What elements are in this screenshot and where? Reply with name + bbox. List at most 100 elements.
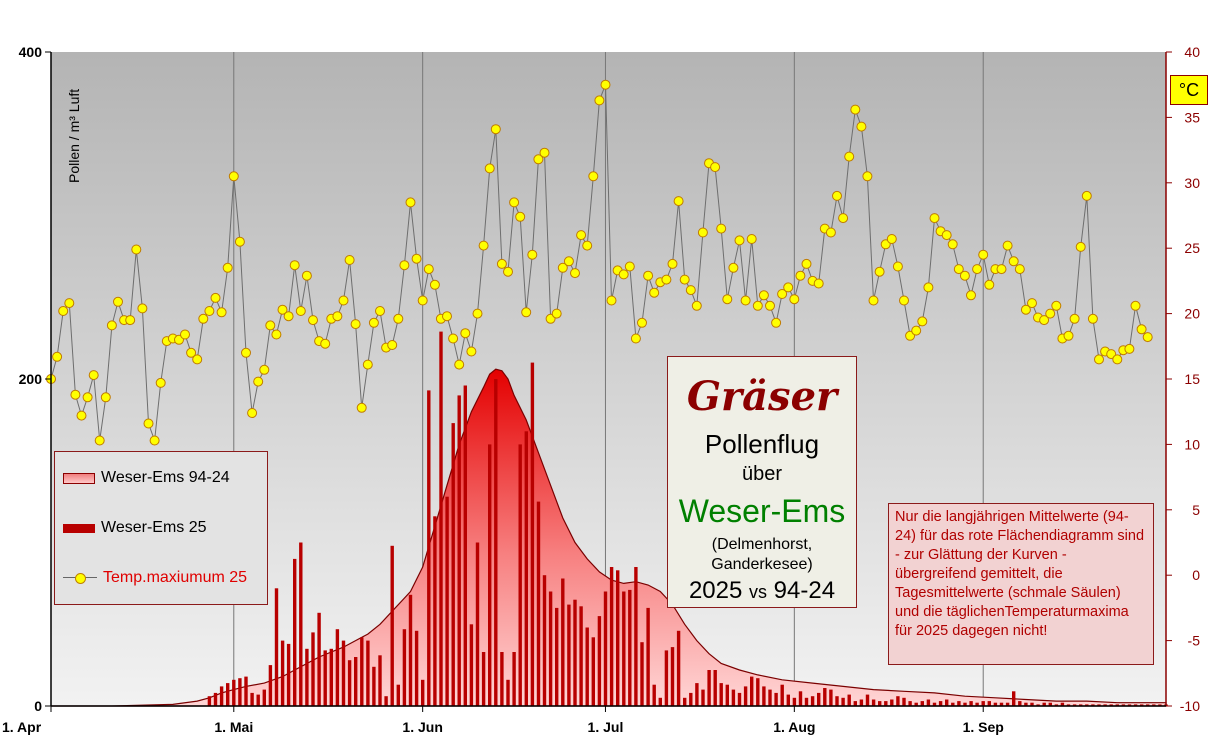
pollen-bar-7	[250, 692, 254, 706]
pollen-bar-114	[902, 697, 906, 706]
temp-point-109	[710, 162, 721, 173]
temp-point-104	[679, 274, 690, 285]
temp-point-70	[472, 308, 483, 319]
legend-item-area: Weser-Ems 94-24	[63, 468, 230, 488]
pollen-bar-101	[823, 688, 827, 706]
pollen-bar-132	[1012, 691, 1016, 706]
temp-point-76	[509, 197, 520, 208]
temp-point-165	[1051, 300, 1062, 311]
pollen-bar-75	[664, 650, 669, 706]
temp-point-159	[1014, 264, 1025, 275]
x-tick-label-5: 1. Sep	[963, 719, 1004, 735]
temp-point-105	[685, 285, 696, 296]
temp-point-27	[210, 292, 221, 303]
temp-point-175	[1112, 354, 1123, 365]
pollen-bar-59	[567, 604, 571, 706]
pollen-bar-10	[268, 665, 273, 706]
legend-swatch-temp	[63, 571, 97, 585]
legend-swatch-bars	[63, 523, 95, 533]
comparison-year: 2025	[688, 577, 743, 604]
pollen-bar-76	[670, 647, 675, 706]
pollen-bar-31	[396, 684, 400, 706]
pollen-bar-66	[609, 567, 614, 706]
pollen-bar-70	[634, 567, 638, 706]
pollen-bar-121	[945, 699, 949, 706]
pollen-bar-91	[762, 686, 766, 706]
temp-point-172	[1094, 354, 1104, 365]
temp-point-97	[637, 317, 647, 328]
temp-point-119	[771, 317, 782, 328]
pollen-bar-129	[993, 702, 998, 706]
pollen-bar-128	[987, 701, 991, 706]
pollen-bar-1	[213, 692, 218, 706]
pollen-bar-56	[548, 591, 553, 706]
temp-point-65	[442, 311, 452, 322]
y-axis-label: Pollen / m³ Luft	[66, 89, 82, 183]
pollen-bar-133	[1018, 701, 1022, 706]
temp-point-157	[1002, 240, 1013, 251]
pollen-bar-141	[1066, 704, 1071, 706]
pollen-bar-89	[750, 676, 754, 706]
temp-point-167	[1063, 330, 1074, 341]
pollen-bar-38	[439, 331, 443, 706]
pollen-bar-106	[853, 701, 857, 706]
temp-point-130	[838, 213, 849, 224]
temp-point-136	[874, 266, 885, 277]
temp-point-11	[113, 296, 123, 307]
pollen-bar-62	[585, 627, 589, 706]
pollen-bar-140	[1060, 702, 1065, 706]
temp-point-156	[996, 264, 1007, 275]
note-box: Nur die langjährigen Mittelwerte (94-24)…	[888, 503, 1154, 665]
temp-point-158	[1008, 256, 1019, 267]
pollen-bar-58	[561, 578, 565, 706]
title-box: Gräser Pollenflug über Weser-Ems (Delmen…	[667, 356, 857, 608]
temp-point-150	[959, 270, 970, 281]
pollen-bar-122	[951, 702, 955, 706]
pollen-bar-43	[469, 624, 474, 707]
temp-point-1	[52, 351, 63, 362]
pollen-bar-3	[226, 683, 230, 706]
pollen-bar-29	[384, 696, 388, 706]
temp-point-29	[222, 262, 233, 273]
temp-point-62	[423, 264, 434, 275]
temp-point-149	[953, 264, 964, 275]
y2-tick-label-7: 25	[1184, 240, 1200, 256]
pollen-bar-100	[817, 692, 821, 706]
temp-point-132	[850, 104, 861, 115]
temp-point-56	[387, 340, 398, 350]
pollen-bar-104	[841, 697, 845, 706]
pollen-bar-103	[835, 696, 839, 706]
pollen-bar-46	[488, 444, 492, 706]
temp-point-6	[82, 392, 93, 403]
temp-point-111	[722, 294, 733, 305]
pollen-bar-22	[341, 640, 346, 706]
pollen-bar-125	[969, 701, 973, 706]
pollen-bar-19	[323, 650, 327, 706]
temp-point-54	[375, 306, 385, 316]
pollen-bar-117	[920, 701, 924, 706]
temp-point-51	[356, 402, 367, 413]
temp-point-7	[88, 370, 99, 381]
y-tick-label-2: 400	[19, 44, 43, 60]
temp-point-81	[539, 147, 550, 158]
temp-point-153	[978, 249, 989, 260]
pollen-bar-102	[829, 689, 833, 706]
pollen-bar-74	[658, 697, 662, 706]
temp-point-63	[429, 279, 440, 290]
x-tick-label-4: 1. Aug	[773, 719, 815, 735]
temp-point-168	[1069, 313, 1080, 324]
temp-point-180	[1142, 332, 1153, 343]
temp-point-86	[570, 268, 580, 279]
temp-point-164	[1045, 308, 1056, 319]
temp-point-34	[253, 376, 264, 387]
pollen-bar-41	[457, 395, 461, 706]
pollen-bar-9	[262, 689, 266, 706]
pollen-bar-60	[573, 599, 577, 706]
temp-point-126	[813, 278, 824, 289]
temp-point-84	[557, 262, 568, 273]
pollen-bar-45	[481, 652, 486, 706]
temp-point-142	[911, 325, 922, 336]
temp-point-83	[551, 308, 562, 319]
pollen-bar-42	[463, 385, 467, 706]
pollen-bar-90	[756, 678, 760, 706]
